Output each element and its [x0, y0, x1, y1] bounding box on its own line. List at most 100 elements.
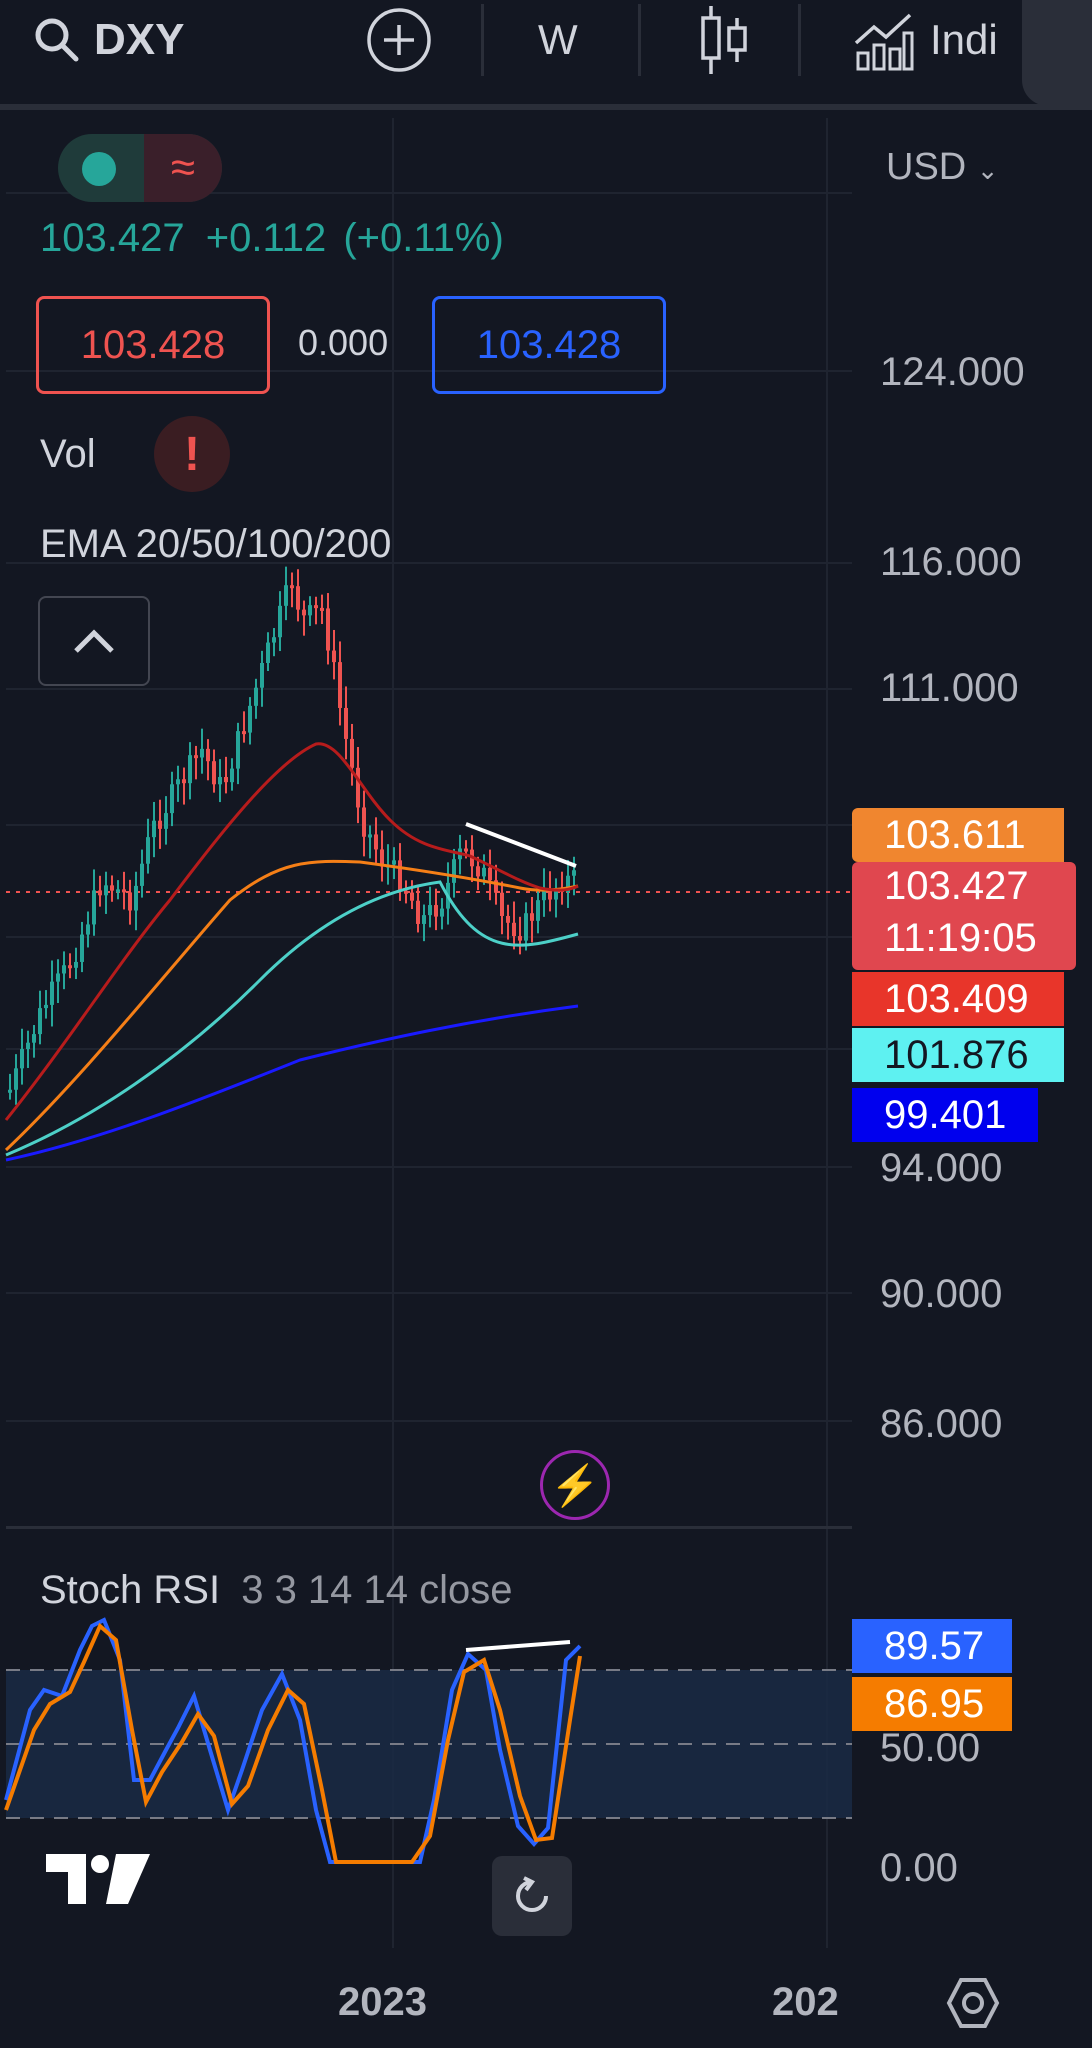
ema-50-tag: 103.611 — [852, 808, 1064, 862]
candle-body — [428, 905, 432, 916]
candle-body — [152, 820, 156, 838]
candle-body — [104, 885, 108, 896]
candle-body — [176, 779, 180, 785]
candle-body — [344, 707, 348, 739]
alert-icon[interactable]: ! — [154, 416, 230, 492]
price-tick: 86.000 — [880, 1402, 1003, 1446]
indicators-icon — [854, 13, 914, 71]
toolbar-overflow-panel[interactable] — [1022, 0, 1092, 106]
tradingview-logo — [46, 1854, 150, 1904]
candle-body — [308, 605, 312, 616]
candle-body — [554, 888, 558, 900]
legend-change-pct: (+0.11%) — [343, 216, 504, 260]
compare-button[interactable] — [366, 0, 432, 80]
candle-body — [356, 767, 360, 808]
settings-icon — [946, 1978, 1000, 2028]
candle-body — [8, 1089, 12, 1093]
symbol-search[interactable]: DXY — [32, 0, 184, 80]
candle-body — [500, 892, 504, 916]
chart-type-button[interactable] — [698, 0, 750, 80]
chart-settings-button[interactable] — [946, 1976, 1000, 2035]
stoch-tick: 0.00 — [880, 1846, 958, 1890]
search-icon — [35, 18, 79, 62]
interval-button[interactable]: W — [538, 0, 578, 80]
grid-hline — [6, 562, 852, 564]
currency-label: USD — [886, 146, 967, 188]
legend-price: 103.427 — [40, 216, 185, 260]
candle-body — [524, 913, 528, 941]
candle-body — [404, 890, 408, 894]
candle-body — [548, 889, 552, 900]
candle-body — [56, 973, 60, 982]
sell-price-button[interactable]: 103.428 — [36, 296, 270, 394]
trend-line — [465, 822, 577, 868]
candle-body — [80, 934, 84, 962]
candle-body — [314, 605, 318, 609]
candle-body — [254, 687, 258, 706]
pane-separator[interactable] — [6, 1526, 852, 1529]
candle-body — [146, 837, 150, 864]
candle-body — [374, 834, 378, 850]
indicators-button[interactable]: Indi — [852, 0, 998, 80]
ema-20-tag: 103.409 — [852, 972, 1064, 1026]
price-tick: 94.000 — [880, 1146, 1003, 1190]
stoch-k-line — [4, 1617, 582, 1864]
candle-body — [338, 662, 342, 708]
candle-body — [224, 777, 228, 783]
candle-body — [572, 870, 576, 876]
time-axis-label: 2023 — [338, 1980, 427, 2024]
candle-body — [236, 731, 240, 769]
candle-body — [122, 889, 126, 893]
grid-hline — [6, 824, 852, 826]
candle-body — [32, 1034, 36, 1043]
price-tick: 111.000 — [880, 666, 1019, 710]
candle-body — [248, 705, 252, 733]
grid-vline — [392, 118, 394, 1948]
candle-body — [368, 834, 372, 838]
last-price-tag: 103.427 11:19:05 — [852, 862, 1076, 970]
grid-hline — [6, 1292, 852, 1294]
candle-body — [290, 585, 294, 589]
lightning-icon[interactable]: ⚡ — [540, 1450, 610, 1520]
collapse-legend-button[interactable] — [38, 596, 150, 686]
candle-body — [272, 637, 276, 643]
price-tick: 124.000 — [880, 350, 1025, 394]
spread-value: 0.000 — [298, 322, 389, 363]
wave-icon[interactable]: ≈ — [144, 134, 222, 202]
candle-body — [134, 885, 138, 911]
candle-body — [482, 867, 486, 877]
stoch-d-line — [4, 1622, 582, 1864]
candle-body — [422, 915, 426, 924]
candle-body — [362, 807, 366, 837]
reset-chart-button[interactable] — [492, 1856, 572, 1936]
candle-body — [416, 900, 420, 924]
buy-price-value: 103.428 — [476, 322, 622, 367]
stoch-trend-line — [465, 1640, 571, 1652]
price-chart[interactable] — [0, 0, 852, 1530]
ema-20-line — [4, 742, 579, 1121]
candle-body — [398, 860, 402, 891]
stoch-rsi-chart[interactable] — [0, 1600, 852, 1900]
interval-label: W — [538, 16, 578, 63]
candle-body — [116, 889, 120, 893]
candle-body — [302, 609, 306, 616]
ema-200-line — [5, 1004, 579, 1162]
buy-price-button[interactable]: 103.428 — [432, 296, 666, 394]
candle-body — [74, 961, 78, 968]
candle-body — [14, 1068, 18, 1090]
candle-body — [278, 605, 282, 638]
candle-body — [488, 867, 492, 881]
status-dot-icon[interactable] — [82, 152, 116, 186]
candle-body — [44, 1004, 48, 1009]
top-toolbar: DXY W Indi — [0, 0, 1092, 110]
grid-hline — [6, 1420, 852, 1422]
candle-body — [158, 820, 162, 829]
candle-body — [200, 748, 204, 758]
add-circle-icon — [367, 8, 431, 72]
currency-selector[interactable]: USD ⌄ — [886, 146, 999, 189]
candle-body — [464, 848, 468, 852]
candle-body — [332, 650, 336, 663]
volume-label: Vol — [40, 432, 96, 476]
toolbar-divider — [638, 4, 641, 76]
candle-body — [440, 908, 444, 917]
